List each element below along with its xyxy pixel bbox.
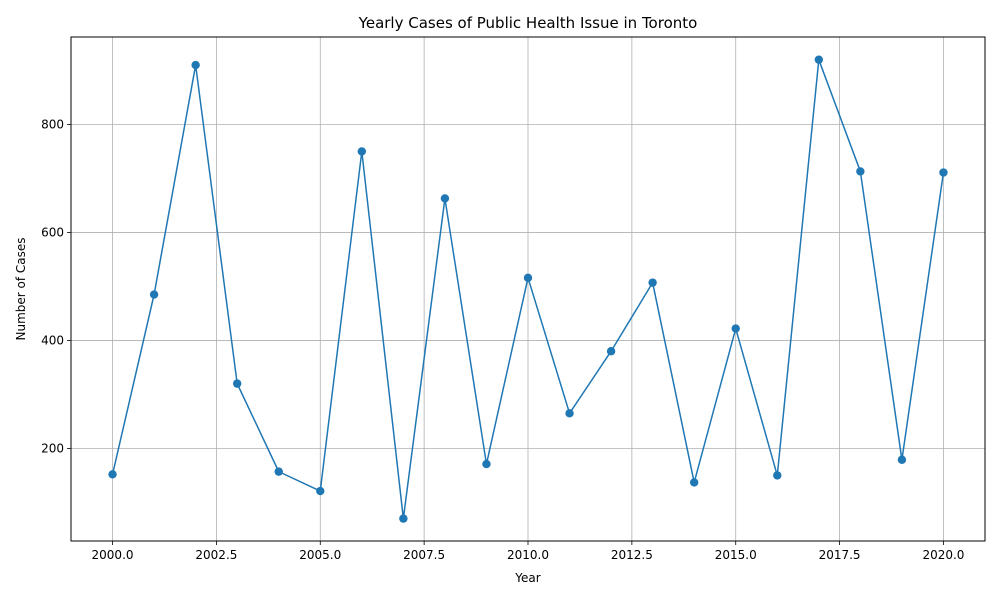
data-point (316, 486, 325, 496)
data-point (606, 347, 616, 356)
x-tick-label: 2000.0 (92, 548, 134, 562)
data-point (399, 514, 408, 523)
x-tick-label: 2020.0 (922, 548, 964, 562)
data-point (274, 467, 283, 476)
x-tick-label: 2007.5 (403, 548, 445, 562)
data-point (565, 409, 574, 418)
y-tick-label: 400 (41, 333, 64, 347)
data-point (814, 55, 824, 64)
data-point (482, 459, 491, 469)
x-axis-label: Year (514, 571, 540, 585)
data-point (357, 147, 367, 156)
y-tick-label: 200 (41, 441, 64, 455)
ticks: 2000.0 2002.5 2005.0 2007.5 2010.0 2012.5 2015… (41, 117, 964, 562)
chart-title: Yearly Cases of Public Health Issue in T… (358, 14, 698, 32)
x-tick-label: 2017.5 (819, 548, 861, 562)
x-tick-label: 2002.5 (195, 548, 237, 562)
data-point (773, 471, 782, 480)
y-axis-label: Number of Cases (14, 237, 28, 340)
x-tick-label: 2010.0 (507, 548, 549, 562)
y-tick-label: 600 (41, 225, 64, 239)
data-point (648, 278, 657, 287)
y-tick-label: 800 (41, 117, 64, 131)
data-point (689, 478, 699, 487)
data-point (232, 379, 242, 388)
data-point (731, 324, 740, 333)
x-tick-label: 2012.5 (611, 548, 653, 562)
data-point (523, 273, 533, 282)
data-point (440, 194, 450, 203)
data-point (939, 168, 948, 177)
data-point (191, 60, 200, 70)
x-tick-label: 2015.0 (715, 548, 757, 562)
data-point (856, 167, 865, 176)
series-layer (108, 55, 948, 523)
data-point (897, 455, 907, 464)
x-tick-label: 2005.0 (299, 548, 341, 562)
grid (71, 37, 985, 541)
data-point (108, 470, 117, 479)
data-point (149, 290, 159, 299)
